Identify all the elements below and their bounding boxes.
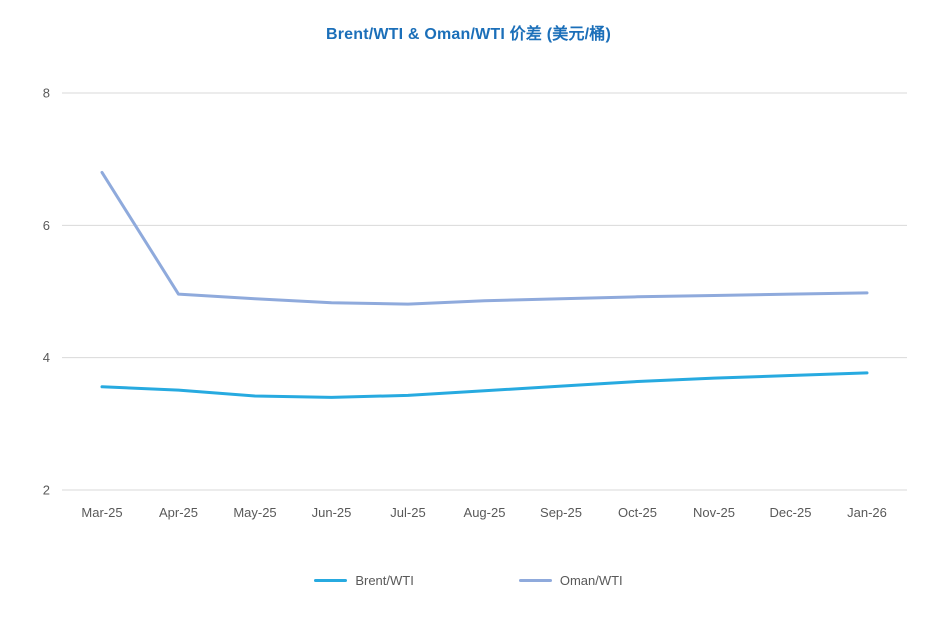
y-axis-tick-label: 8	[43, 86, 50, 101]
x-axis-tick-label: May-25	[233, 505, 276, 520]
y-axis-tick-label: 4	[43, 350, 50, 365]
chart-title: Brent/WTI & Oman/WTI 价差 (美元/桶)	[325, 26, 612, 43]
series-line-oman-wti	[100, 170, 869, 306]
x-axis-tick-label: Oct-25	[618, 505, 657, 520]
x-axis-tick-label: Apr-25	[159, 505, 198, 520]
legend-item-brent-wti: Brent/WTI	[314, 573, 414, 588]
series-line-brent-wti	[100, 371, 869, 399]
y-axis-tick-label: 2	[43, 483, 50, 498]
x-axis-tick-label: Nov-25	[693, 505, 735, 520]
legend: Brent/WTI Oman/WTI	[0, 573, 937, 588]
x-axis-tick-label: Jan-26	[847, 505, 887, 520]
x-axis-tick-label: Mar-25	[81, 505, 122, 520]
x-axis-tick-label: Dec-25	[770, 505, 812, 520]
legend-label-oman-wti: Oman/WTI	[559, 573, 623, 588]
legend-swatch-oman-wti	[518, 579, 552, 582]
x-axis-tick-label: Jun-25	[312, 505, 352, 520]
legend-label-brent-wti: Brent/WTI	[355, 573, 414, 588]
y-axis-tick-label: 6	[43, 218, 50, 233]
x-axis-tick-label: Aug-25	[464, 505, 506, 520]
x-axis-tick-label: Sep-25	[540, 505, 582, 520]
x-axis-tick-label: Jul-25	[390, 505, 425, 520]
legend-item-oman-wti: Oman/WTI	[518, 573, 623, 588]
legend-swatch-brent-wti	[314, 579, 348, 582]
